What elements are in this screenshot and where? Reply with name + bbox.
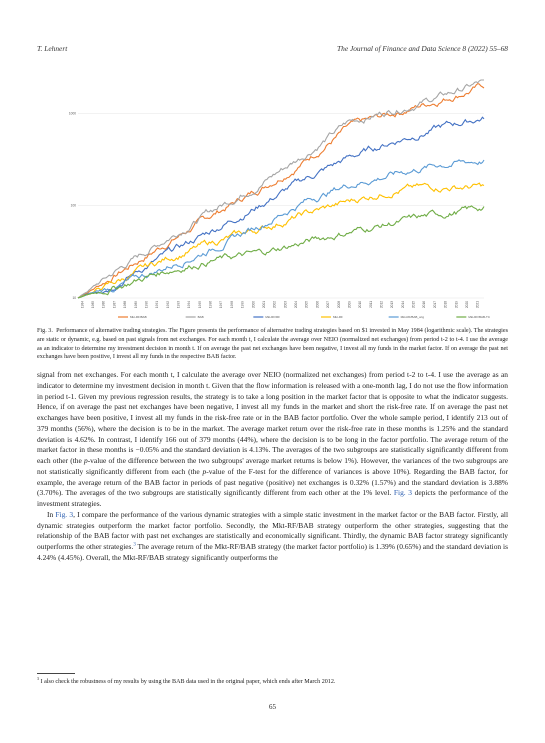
x-tick-label-23: 2007 bbox=[326, 301, 330, 308]
x-tick-label-20: 2004 bbox=[294, 301, 298, 308]
body-text: signal from net exchanges. For each mont… bbox=[37, 370, 508, 564]
p1-text-b: -value of the difference between the two… bbox=[37, 456, 508, 476]
footnote-rule bbox=[37, 673, 75, 674]
x-tick-label-14: 1998 bbox=[230, 301, 234, 308]
footnote: 3 I also check the robustness of my resu… bbox=[37, 675, 508, 686]
x-tick-label-26: 2010 bbox=[358, 301, 362, 308]
x-tick-label-19: 2003 bbox=[283, 301, 287, 308]
x-tick-label-18: 2002 bbox=[273, 301, 277, 308]
chart-svg: 1000 100 10 1984 1985 1986 1987 1988 1989 1990 199… bbox=[69, 79, 491, 319]
paragraph-2: In Fig. 3, I compare the performance of … bbox=[37, 510, 508, 564]
p1-italic-p2: p bbox=[202, 466, 207, 476]
legend-label-2: Mkt-RF/RF bbox=[265, 315, 280, 319]
x-tick-label-13: 1997 bbox=[219, 301, 223, 308]
x-tick-label-10: 1994 bbox=[187, 301, 191, 308]
x-tick-label-4: 1988 bbox=[123, 301, 127, 308]
x-tick-label-1: 1985 bbox=[91, 301, 95, 308]
p2-text-b: , I compare the performance of the vario… bbox=[37, 509, 509, 551]
x-tick-label-22: 2006 bbox=[315, 301, 319, 308]
figure-caption: Fig. 3. Performance of alternative tradi… bbox=[37, 327, 508, 362]
fig-3-link[interactable]: Fig. 3 bbox=[393, 488, 412, 498]
p1-italic-p: p bbox=[83, 456, 88, 465]
p2-text-c: The average return of the Mkt-RF/BAB str… bbox=[37, 542, 508, 562]
p1-text-d: depicts the performance of the investmen… bbox=[37, 488, 508, 508]
x-tick-label-17: 2001 bbox=[262, 301, 266, 308]
figure-3-chart: 1000 100 10 1984 1985 1986 1987 1988 1989 1990 199… bbox=[60, 72, 491, 324]
legend-label-3: Mkt-RF bbox=[333, 315, 343, 319]
x-tick-label-34: 2018 bbox=[444, 301, 448, 308]
x-tick-label-3: 1987 bbox=[112, 301, 116, 308]
p1-text-c: -value of the F-test for the difference … bbox=[37, 466, 508, 498]
series-line-1 bbox=[77, 79, 484, 299]
paragraph-1: signal from net exchanges. For each mont… bbox=[37, 370, 508, 510]
page-number: 65 bbox=[269, 703, 276, 711]
x-tick-label-24: 2008 bbox=[337, 301, 341, 308]
x-tick-label-35: 2019 bbox=[454, 301, 458, 308]
x-tick-label-27: 2011 bbox=[369, 301, 373, 308]
x-tick-label-7: 1991 bbox=[155, 301, 159, 308]
caption-text: Performance of alternative trading strat… bbox=[37, 328, 509, 361]
x-tick-label-37: 2021 bbox=[476, 301, 480, 308]
x-tick-label-5: 1989 bbox=[134, 301, 138, 308]
x-tick-label-25: 2009 bbox=[347, 301, 351, 308]
x-tick-label-36: 2020 bbox=[465, 301, 469, 308]
x-tick-label-11: 1995 bbox=[198, 301, 202, 308]
x-tick-label-28: 2012 bbox=[380, 301, 384, 308]
x-tick-label-0: 1984 bbox=[80, 301, 84, 308]
y-tick-label-0: 1000 bbox=[69, 111, 76, 115]
x-tick-label-21: 2005 bbox=[305, 301, 309, 308]
x-tick-label-2: 1986 bbox=[102, 301, 106, 308]
p2-text-a: In bbox=[47, 509, 56, 519]
x-tick-label-33: 2017 bbox=[433, 301, 437, 308]
running-header-journal: The Journal of Finance and Data Science … bbox=[337, 44, 508, 53]
caption-label: Fig. 3. bbox=[37, 328, 53, 334]
running-header-author: T. Lehnert bbox=[37, 44, 68, 53]
legend-label-5: Mkt-RF/BAB-TC bbox=[468, 315, 490, 319]
x-tick-label-12: 1996 bbox=[209, 301, 213, 308]
legend-label-0: Mkt-RF/BAB bbox=[130, 315, 147, 319]
x-tick-label-8: 1992 bbox=[166, 301, 170, 308]
x-tick-label-30: 2014 bbox=[401, 301, 405, 308]
series-line-3 bbox=[77, 182, 485, 299]
legend-label-4: Mkt-RF/BAB_orig bbox=[401, 315, 425, 319]
p1-text-a: signal from net exchanges. For each mont… bbox=[37, 370, 508, 465]
series-line-2 bbox=[77, 116, 485, 299]
y-tick-label-2: 10 bbox=[72, 296, 76, 300]
footnote-text: I also check the robustness of my result… bbox=[40, 679, 336, 685]
x-tick-label-16: 2000 bbox=[251, 301, 255, 308]
x-tick-label-9: 1993 bbox=[177, 301, 181, 308]
x-tick-label-6: 1990 bbox=[144, 301, 148, 308]
series-line-5 bbox=[77, 205, 485, 299]
footnote-ref[interactable]: 3 bbox=[133, 542, 136, 548]
fig-3-link-2[interactable]: Fig. 3 bbox=[55, 509, 74, 519]
x-tick-label-31: 2015 bbox=[412, 301, 416, 308]
x-tick-label-15: 1999 bbox=[241, 301, 245, 308]
x-tick-label-32: 2016 bbox=[422, 301, 426, 308]
x-tick-label-29: 2013 bbox=[390, 301, 394, 308]
legend-label-1: BAB bbox=[198, 315, 204, 319]
y-tick-label-1: 100 bbox=[71, 204, 77, 208]
footnote-mark: 3 bbox=[37, 675, 39, 681]
